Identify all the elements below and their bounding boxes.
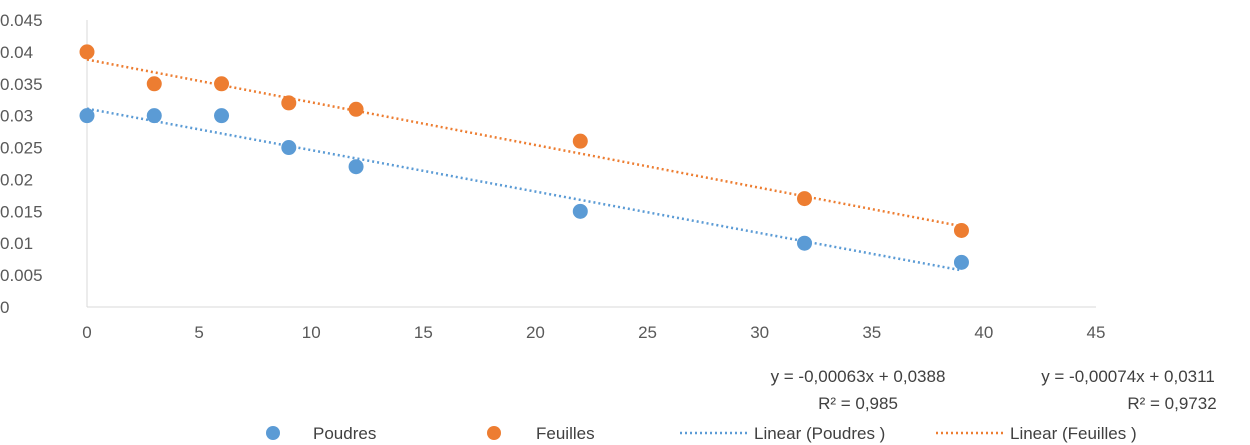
equation-2-r2: R² = 0,9732 bbox=[1127, 394, 1216, 413]
data-points bbox=[79, 44, 969, 270]
point-poudres bbox=[348, 159, 364, 175]
point-feuilles bbox=[953, 222, 969, 238]
trendlines bbox=[86, 58, 962, 272]
x-tick-label: 0 bbox=[82, 323, 91, 342]
x-tick-label: 20 bbox=[526, 323, 545, 342]
y-tick-label: 0.01 bbox=[0, 234, 33, 253]
legend-feuilles-marker bbox=[487, 426, 501, 440]
point-feuilles bbox=[572, 133, 588, 149]
y-tick-label: 0.035 bbox=[0, 75, 43, 94]
y-tick-label: 0.04 bbox=[0, 43, 33, 62]
trendline-equations: y = -0,00063x + 0,0388 R² = 0,985 y = -0… bbox=[771, 367, 1217, 413]
x-tick-label: 5 bbox=[194, 323, 203, 342]
x-tick-label: 25 bbox=[638, 323, 657, 342]
x-tick-label: 35 bbox=[862, 323, 881, 342]
y-tick-label: 0.005 bbox=[0, 266, 43, 285]
trendline-poudres bbox=[86, 107, 962, 272]
equation-1-r2: R² = 0,985 bbox=[818, 394, 898, 413]
x-tick-label: 45 bbox=[1087, 323, 1106, 342]
point-feuilles bbox=[797, 191, 813, 207]
x-tick-label: 10 bbox=[302, 323, 321, 342]
y-tick-label: 0.015 bbox=[0, 202, 43, 221]
x-tick-labels: 0 5 10 15 20 25 30 35 40 45 bbox=[82, 323, 1105, 342]
point-poudres bbox=[281, 140, 297, 156]
y-tick-label: 0.045 bbox=[0, 11, 43, 30]
axes bbox=[86, 20, 1096, 308]
point-feuilles bbox=[79, 44, 95, 60]
legend: Poudres Feuilles Linear (Poudres ) Linea… bbox=[266, 424, 1137, 443]
y-tick-label: 0 bbox=[0, 298, 9, 317]
point-poudres bbox=[79, 108, 95, 124]
x-tick-label: 30 bbox=[750, 323, 769, 342]
trendline-feuilles bbox=[86, 58, 962, 228]
point-poudres bbox=[797, 235, 813, 251]
point-feuilles bbox=[214, 76, 230, 92]
equation-1-text: y = -0,00063x + 0,0388 bbox=[771, 367, 946, 386]
y-tick-label: 0.025 bbox=[0, 139, 43, 158]
point-feuilles bbox=[281, 95, 297, 111]
legend-poudres-marker bbox=[266, 426, 280, 440]
point-poudres bbox=[146, 108, 162, 124]
point-feuilles bbox=[348, 101, 364, 117]
point-poudres bbox=[572, 203, 588, 219]
legend-linear-feuilles-label: Linear (Feuilles ) bbox=[1010, 424, 1137, 443]
point-poudres bbox=[953, 254, 969, 270]
y-tick-label: 0.02 bbox=[0, 170, 33, 189]
equation-2-text: y = -0,00074x + 0,0311 bbox=[1041, 367, 1215, 386]
point-feuilles bbox=[146, 76, 162, 92]
legend-poudres-label: Poudres bbox=[313, 424, 376, 443]
legend-linear-poudres-label: Linear (Poudres ) bbox=[754, 424, 885, 443]
legend-feuilles-label: Feuilles bbox=[536, 424, 595, 443]
point-poudres bbox=[214, 108, 230, 124]
y-tick-labels: 0 0.005 0.01 0.015 0.02 0.025 0.03 0.035 0.04 0.0… bbox=[0, 11, 43, 317]
x-tick-label: 40 bbox=[974, 323, 993, 342]
y-tick-label: 0.03 bbox=[0, 107, 33, 126]
x-tick-label: 15 bbox=[414, 323, 433, 342]
